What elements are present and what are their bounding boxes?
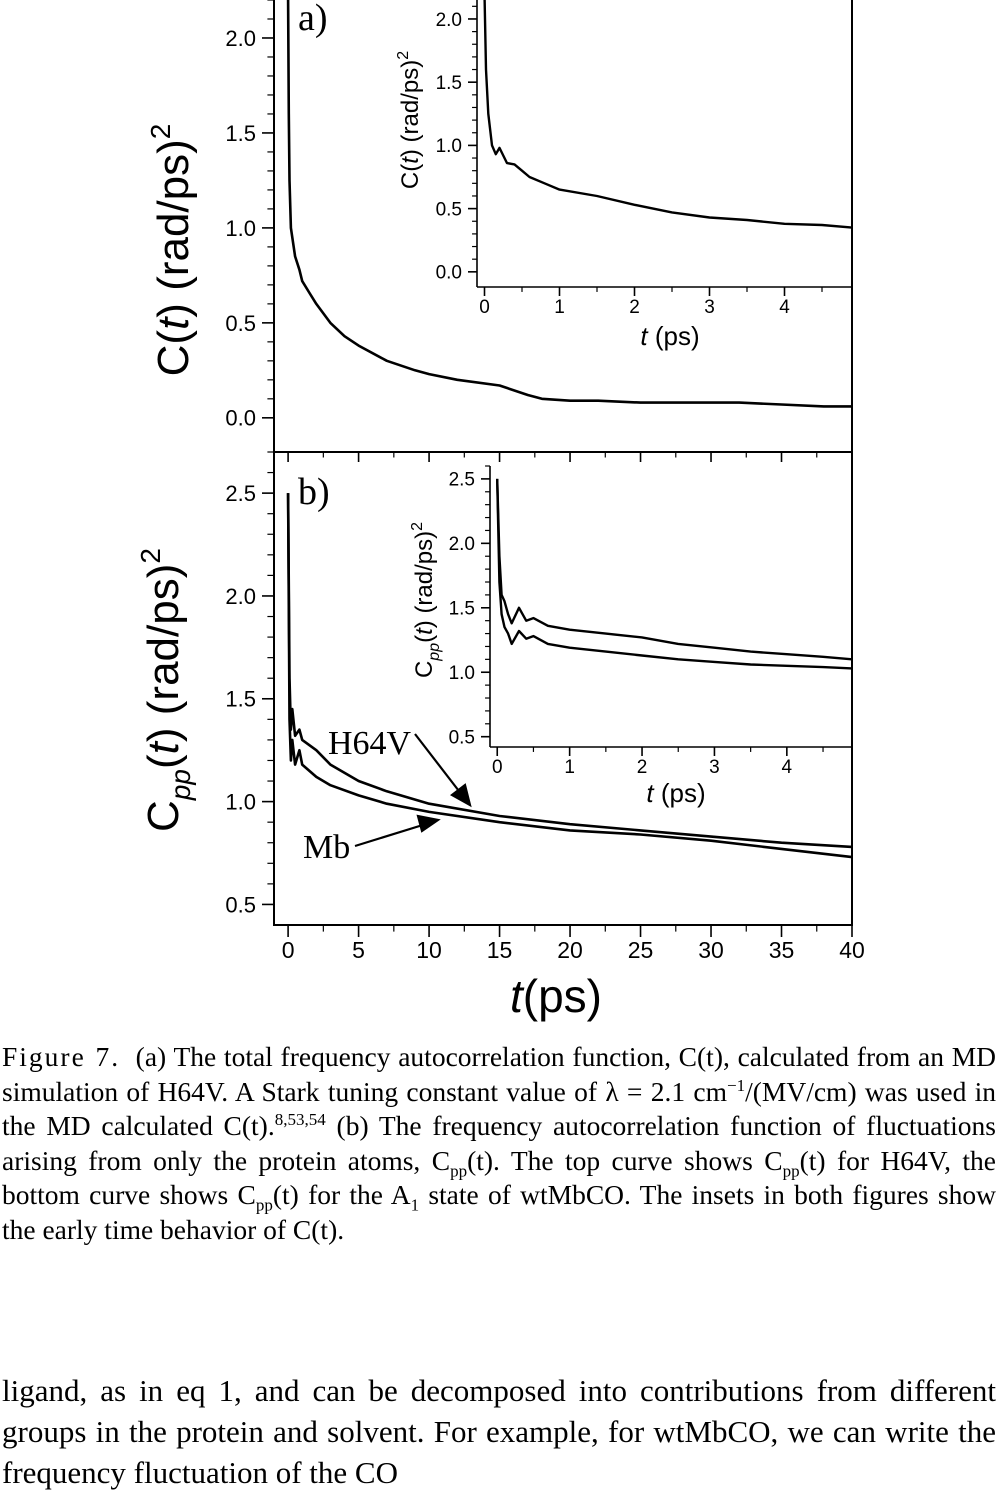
caption-text-c: (b) The frequency autocorrelation functi… [2, 1110, 996, 1176]
x-tick-label: 0 [492, 757, 503, 778]
y-tick-label: 1.5 [225, 687, 256, 712]
x-tick-label: 2 [629, 297, 640, 318]
y-tick-label: 0.5 [225, 311, 256, 336]
mb-annotation: Mb [303, 829, 350, 866]
curve-0 [483, 0, 853, 229]
main-x-axis-label: t(ps) [510, 970, 602, 1022]
h64v-curve [496, 478, 853, 661]
caption-sub-pp-1: pp [450, 1161, 468, 1181]
x-tick-label: 5 [352, 937, 365, 963]
x-tick-label: 3 [709, 757, 720, 778]
y-tick-label: 0.5 [449, 728, 475, 749]
x-tick-label: 4 [782, 757, 793, 778]
x-tick-label: 3 [704, 297, 715, 318]
figure-7: 0.0 0.5 1.0 1.5 2.0 a) C(t) (rad/ps)2 0.0 0.5… [135, 0, 865, 1022]
curve-0 [286, 0, 852, 408]
mb-curve [286, 493, 853, 859]
x-tick-label: 1 [564, 757, 575, 778]
x-tick-label: 20 [557, 937, 583, 963]
panel-a-label: a) [298, 0, 328, 39]
y-tick-label: 2.0 [449, 534, 475, 555]
panel-b-label: b) [298, 471, 330, 513]
x-tick-label: 1 [554, 297, 565, 318]
x-tick-label: 10 [416, 937, 442, 963]
h64v-arrowhead [450, 783, 472, 808]
caption-text-e: (t) for H64V, the bottom curve shows C [2, 1144, 996, 1211]
caption-sup-a: −1 [726, 1075, 746, 1095]
caption-sub-pp-3: pp [255, 1195, 273, 1215]
mb-arrow [354, 822, 427, 848]
y-tick-label: 1.0 [225, 790, 256, 815]
annotation-arrows [354, 733, 472, 848]
x-tick-label: 0 [479, 297, 490, 318]
x-tick-label: 35 [769, 937, 795, 963]
y-tick-label: 0.0 [436, 263, 462, 284]
x-tick-label: 2 [637, 757, 648, 778]
x-tick-label: 40 [839, 937, 865, 963]
panel-b-inset: 0.5 1.0 1.5 2.0 2.5 0 1 2 3 4 Cpp(t) (rad/ps)2 t… [409, 465, 853, 808]
panel-b-frame [273, 451, 853, 926]
y-tick-label: 0.0 [225, 406, 256, 431]
y-tick-label: 1.0 [449, 663, 475, 684]
h64v-arrow [414, 733, 463, 796]
y-tick-label: 1.5 [436, 73, 462, 94]
caption-sub-pp-2: pp [782, 1161, 800, 1181]
mb-arrowhead [416, 814, 441, 833]
h64v-curve [286, 493, 853, 849]
y-tick-label: 2.0 [225, 584, 256, 609]
y-tick-label: 0.5 [436, 199, 462, 220]
panel-a: 0.0 0.5 1.0 1.5 2.0 a) C(t) (rad/ps)2 0.0 0.5… [145, 0, 853, 462]
x-tick-label: 25 [628, 937, 654, 963]
caption-text-b: /(MV/cm) was used in the MD calculated C… [2, 1075, 996, 1142]
y-tick-label: 1.5 [449, 599, 475, 620]
inset-a-y-axis-label: C(t) (rad/ps)2 [395, 51, 424, 189]
y-tick-label: 1.0 [225, 216, 256, 241]
panel-a-inset: 0.0 0.5 1.0 1.5 2.0 0 1 2 3 4 C(t) (rad/ps)2 t (… [395, 0, 853, 351]
inset-b-x-axis-label: t (ps) [646, 778, 705, 808]
caption-sub-1: 1 [410, 1195, 420, 1215]
caption-text-g: state of wtMbCO. The insets in both figu… [2, 1179, 996, 1245]
caption-text-a: (a) The total frequency autocorrelation … [2, 1041, 997, 1107]
x-tick-label: 15 [487, 937, 513, 963]
y-tick-label: 2.5 [225, 481, 256, 506]
inset-a-x-axis-label: t (ps) [640, 321, 699, 351]
caption-refs: 8,53,54 [274, 1110, 326, 1130]
panel-b: 0.51.01.52.02.5 0 5 10 15 20 25 30 35 40 b) Cpp(… [135, 451, 865, 963]
y-tick-label: 1.0 [436, 136, 462, 157]
inset-b-y-axis-label: Cpp(t) (rad/ps)2 [409, 522, 443, 678]
y-tick-label: 2.5 [449, 470, 475, 491]
caption-text-d: (t). The top curve shows C [467, 1144, 783, 1176]
y-tick-label: 1.5 [225, 121, 256, 146]
h64v-annotation: H64V [328, 725, 412, 762]
figure-caption: Figure 7. (a) The total frequency autoco… [2, 1040, 996, 1248]
x-tick-label: 0 [282, 937, 295, 963]
panel-b-y-axis-label: Cpp(t) (rad/ps)2 [135, 548, 196, 832]
y-tick-label: 2.0 [225, 26, 256, 51]
panel-a-y-axis-label: C(t) (rad/ps)2 [145, 124, 198, 377]
mb-curve [496, 478, 853, 670]
caption-text-f: (t) for the A [272, 1179, 411, 1211]
y-tick-label: 2.0 [436, 10, 462, 31]
x-tick-label: 30 [698, 937, 724, 963]
body-paragraph: ligand, as in eq 1, and can be decompose… [2, 1373, 996, 1490]
caption-label: Figure 7. [2, 1041, 121, 1072]
y-tick-label: 0.5 [225, 892, 256, 917]
x-tick-label: 4 [779, 297, 790, 318]
